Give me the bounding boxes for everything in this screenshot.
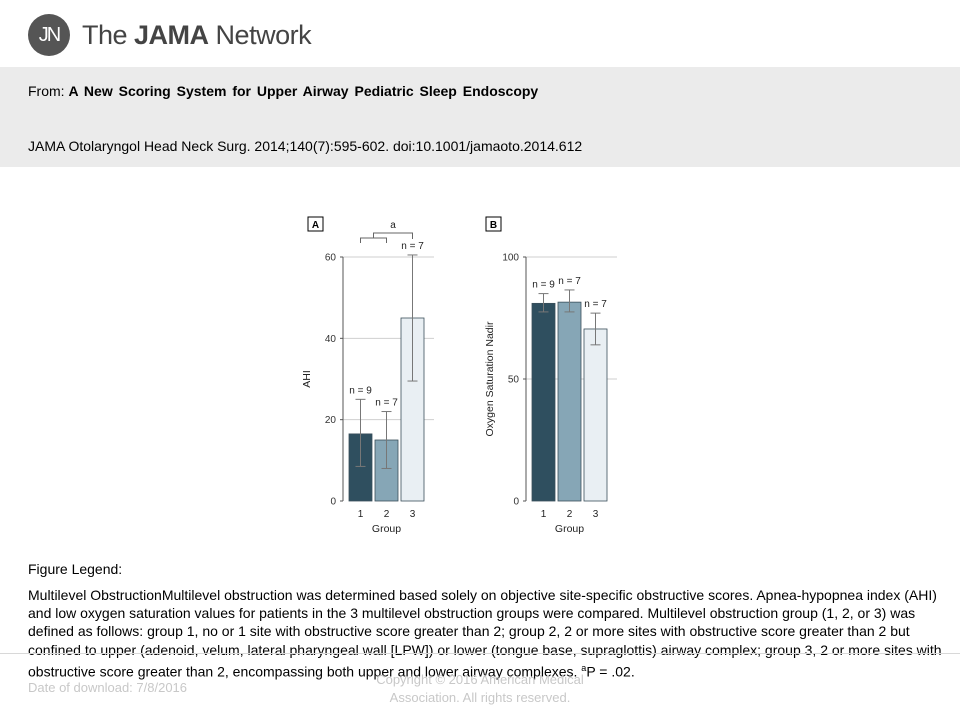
panel-B-ytick-label: 0	[513, 497, 519, 508]
panel-B-y-axis-label: Oxygen Saturation Nadir	[484, 321, 496, 436]
panel-A-ytick-label: 60	[325, 253, 337, 264]
footer-divider	[0, 653, 960, 654]
logo-suffix: Network	[208, 19, 312, 50]
legend-body: Multilevel ObstructionMultilevel obstruc…	[28, 587, 942, 680]
panel-A-bracket-low	[360, 237, 387, 243]
logo-wordmark: The JAMA Network	[82, 19, 312, 51]
figure: A 0 20 40 60 AHI n = 9 1 n = 7 2 n = 7 3 Group a B 0 50 1…	[300, 205, 660, 550]
panel-A-n-label-1: n = 9	[349, 385, 372, 396]
panel-B-ytick-label: 100	[502, 253, 519, 264]
panel-A-bracket-high	[373, 232, 413, 239]
copyright-line-1: Copyright © 2016 American Medical	[376, 672, 584, 687]
figure-legend-heading: Figure Legend:	[28, 561, 123, 577]
article-citation: JAMA Otolaryngol Head Neck Surg. 2014;14…	[28, 138, 583, 154]
download-date: Date of download: 7/8/2016	[28, 680, 188, 695]
logo-prefix: The	[82, 19, 135, 50]
panel-B-n-label-1: n = 9	[532, 280, 555, 291]
logo-bold: JAMA	[134, 19, 209, 50]
copyright-notice: Copyright © 2016 American Medical Associ…	[330, 671, 630, 707]
jama-network-logo[interactable]: JN The JAMA Network	[28, 14, 312, 56]
footnote-text: P = .02.	[586, 663, 635, 680]
panel-B-tag-box	[485, 216, 502, 232]
panel-A-x-axis-label: Group	[372, 523, 401, 535]
article-title[interactable]: A New Scoring System for Upper Airway Pe…	[68, 83, 539, 99]
copyright-line-2: Association. All rights reserved.	[389, 690, 571, 705]
panel-B-bar-group-2	[557, 301, 582, 502]
panel-B-n-label-3: n = 7	[584, 299, 607, 310]
panel-A-n-label-2: n = 7	[375, 398, 398, 409]
panel-B-bar-group-3	[583, 328, 608, 502]
panel-A-n-label-3: n = 7	[401, 241, 424, 252]
panel-B-n-label-2: n = 7	[558, 276, 581, 287]
panel-B-xtick-label: 2	[567, 509, 573, 520]
panel-B-xtick-label: 1	[541, 509, 547, 520]
figure-legend-text: Multilevel ObstructionMultilevel obstruc…	[28, 586, 960, 681]
article-from-line: From: A New Scoring System for Upper Air…	[28, 83, 538, 99]
panel-B-bar-group-1	[531, 302, 556, 502]
panel-A-xtick-label: 2	[384, 509, 390, 520]
panel-B-x-axis-label: Group	[555, 523, 584, 535]
panel-A-ytick-label: 40	[325, 334, 337, 345]
jn-logo-icon: JN	[28, 14, 70, 56]
panel-B-ytick-label: 50	[508, 375, 520, 386]
panel-A-tag: A	[312, 220, 319, 231]
panel-A-xtick-label: 1	[358, 509, 364, 520]
header-band	[0, 67, 960, 167]
panel-B-tag: B	[490, 220, 497, 231]
footnote-mark: a	[581, 662, 587, 673]
from-label: From:	[28, 83, 65, 99]
panel-A-ytick-label: 0	[330, 497, 336, 508]
panel-A-xtick-label: 3	[410, 509, 416, 520]
panel-A-ytick-label: 20	[325, 415, 337, 426]
panel-A-tag-box	[307, 216, 324, 232]
panel-A-y-axis-label: AHI	[301, 370, 313, 388]
panel-A-significance-mark: a	[390, 220, 396, 231]
panel-B-xtick-label: 3	[593, 509, 599, 520]
figure-svg: A 0 20 40 60 AHI n = 9 1 n = 7 2 n = 7 3 Group a B 0 50 1…	[301, 216, 617, 535]
